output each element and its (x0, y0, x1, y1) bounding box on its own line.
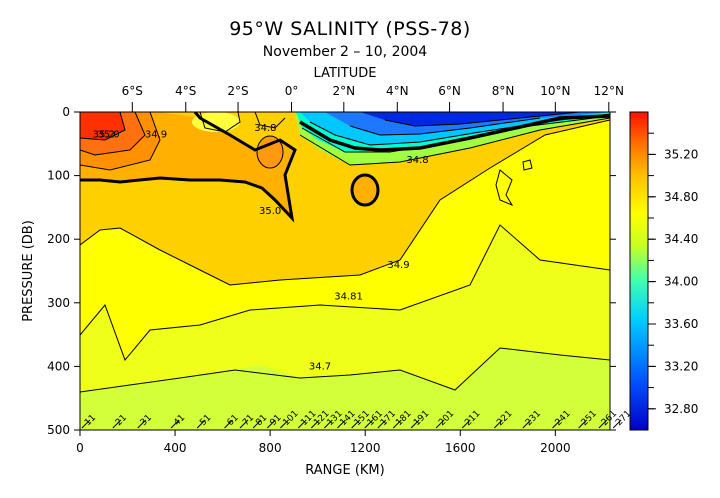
colorbar-label: 34.00 (664, 275, 698, 289)
station-mark (297, 419, 307, 429)
y-tick-label: 100 (47, 169, 70, 183)
y-tick-label: 0 (62, 105, 70, 119)
y-axis-label: PRESSURE (DB) (21, 220, 36, 322)
contour-35-0-eddy (350, 173, 380, 207)
colorbar: 32.80 33.20 33.60 34.00 34.40 34.80 35.20 (629, 111, 698, 431)
station-mark (435, 419, 445, 429)
station-mark (252, 419, 262, 429)
colorbar-label: 34.80 (664, 190, 698, 204)
y-axis: 0 100 200 300 400 500 (47, 105, 616, 437)
lat-tick-label: 4°N (386, 84, 409, 98)
contour-label: 34.9 (145, 129, 167, 140)
contour-label: 34.8 (406, 155, 428, 166)
lat-tick-label: 6°S (122, 84, 143, 98)
lat-tick-label: 0° (285, 84, 299, 98)
colorbar-label: 33.20 (664, 359, 698, 373)
contour-lines (80, 112, 610, 393)
station-mark (337, 419, 346, 429)
y-tick-label: 400 (47, 359, 70, 373)
latitude-axis: 6°S 4°S 2°S 0° 2°N 4°N 6°N 8°N 10°N 12°N (122, 84, 624, 112)
station-mark (351, 419, 361, 429)
x-axis: 0 400 800 1200 1600 2000 (76, 430, 571, 455)
contour-label: 35.0 (259, 206, 281, 217)
contour-label: 34.8 (254, 123, 276, 134)
colorbar-gradient (629, 111, 649, 431)
station-mark (364, 419, 374, 429)
contour-label: 35.2 (93, 129, 115, 140)
colorbar-label: 32.80 (664, 402, 698, 416)
x-tick-label: 1600 (445, 441, 476, 455)
x-axis-label: RANGE (KM) (305, 463, 384, 478)
colorbar-labels: 32.80 33.20 33.60 34.00 34.40 34.80 35.20 (648, 147, 698, 416)
y-tick-label: 300 (47, 296, 70, 310)
colorbar-label: 35.20 (664, 147, 698, 161)
x-tick-label: 800 (259, 441, 282, 455)
station-mark (552, 419, 561, 429)
y-tick-label: 500 (47, 423, 70, 437)
station-mark (310, 419, 320, 429)
station-mark (392, 419, 402, 429)
lat-tick-label: 2°N (332, 84, 355, 98)
colorbar-label: 33.60 (664, 317, 698, 331)
lat-tick-label: 2°S (227, 84, 248, 98)
lat-tick-label: 8°N (492, 84, 515, 98)
station-mark (224, 419, 233, 429)
contour-label: 34.81 (334, 292, 363, 303)
contour-label: 35.0 (97, 129, 119, 140)
station-mark (598, 419, 608, 429)
contour-label: 34.7 (309, 362, 331, 373)
colorbar-label: 34.40 (664, 232, 698, 246)
lat-tick-label: 12°N (594, 84, 624, 98)
lat-tick-label: 6°N (438, 84, 461, 98)
lat-tick-label: 4°S (175, 84, 196, 98)
eddy-35-0-b (352, 175, 378, 205)
station-mark (612, 419, 622, 429)
x-tick-label: 0 (76, 441, 84, 455)
field-35-4 (80, 112, 125, 140)
station-mark (522, 419, 532, 429)
eddy-35-0-a (257, 136, 283, 168)
y-tick-label: 200 (47, 232, 70, 246)
station-mark (493, 419, 503, 429)
chart-subtitle: November 2 – 10, 2004 (263, 44, 428, 60)
station-mark (266, 419, 276, 429)
station-mark (81, 419, 91, 429)
station-mark (461, 419, 471, 429)
chart-title: 95°W SALINITY (PSS-78) (229, 18, 471, 40)
station-mark (137, 419, 147, 429)
station-mark (196, 419, 206, 429)
station-mark (239, 419, 249, 429)
x-tick-label: 1200 (350, 441, 381, 455)
station-mark (112, 419, 122, 429)
colorbar-bands (648, 132, 654, 410)
eddy-surface (192, 112, 240, 132)
contour-label: 34.9 (387, 260, 409, 271)
lat-tick-label: 10°N (540, 84, 570, 98)
station-mark (280, 419, 289, 429)
front-thermocline (299, 114, 610, 152)
field-33-0 (360, 112, 580, 126)
plot-frame (79, 111, 611, 431)
contour-35-0 (80, 112, 297, 223)
top-axis-label: LATITUDE (314, 66, 377, 81)
x-tick-label: 2000 (540, 441, 571, 455)
x-tick-label: 400 (164, 441, 187, 455)
station-mark (410, 419, 420, 429)
station-mark (377, 419, 387, 429)
station-mark (324, 419, 333, 429)
station-mark (170, 419, 180, 429)
station-mark (578, 419, 588, 429)
